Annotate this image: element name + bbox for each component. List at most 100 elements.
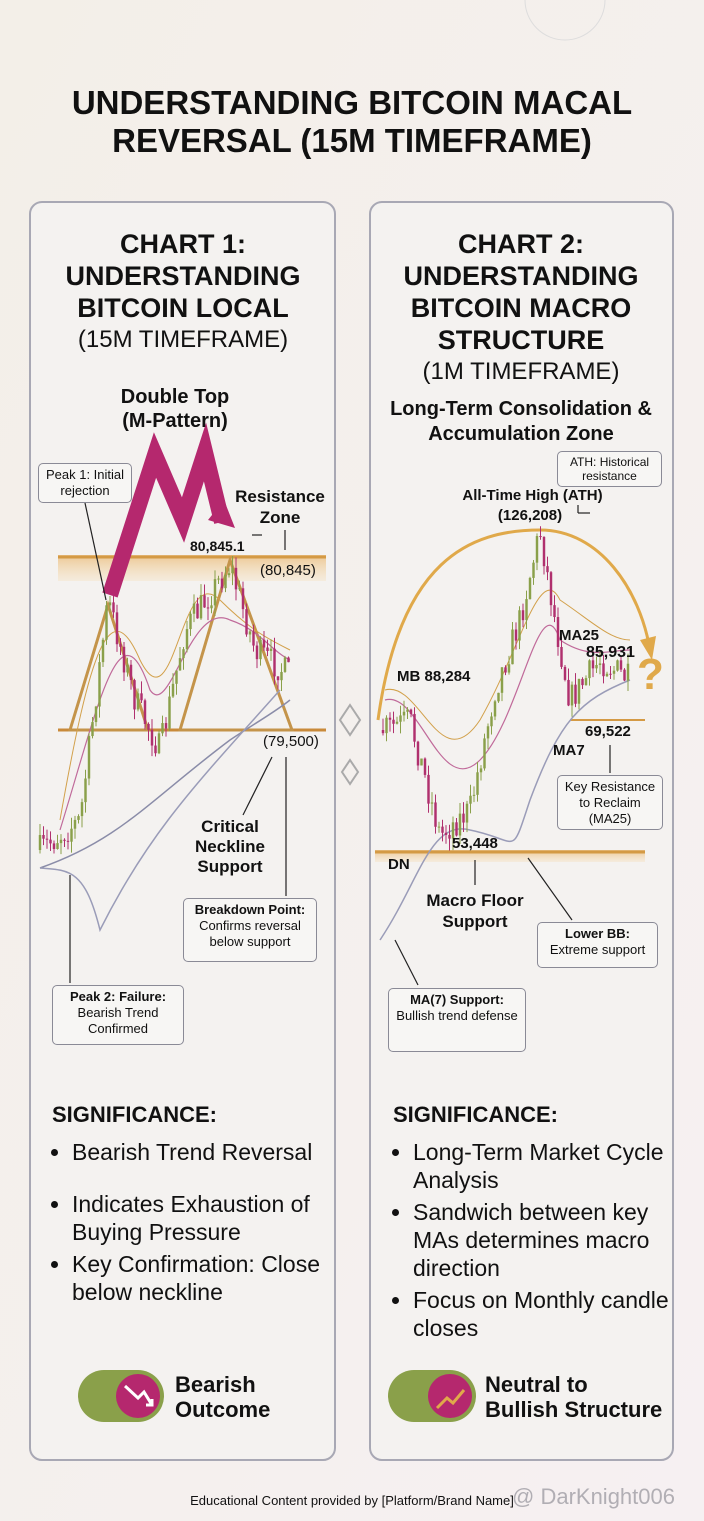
candle [112,602,115,613]
annotation: Macro Floor Support [426,891,524,931]
candle [567,679,570,706]
candle [619,660,623,670]
box-text: Bullish trend defense [396,1008,518,1023]
value-label: 85,931 [586,644,635,661]
candle [406,709,409,712]
candle [189,613,192,630]
badge-arrow [435,1389,466,1410]
candle [486,726,490,739]
candle [252,631,255,646]
candle [185,629,189,650]
candle [395,721,399,724]
watermark: @ DarKnight006 [512,1484,675,1509]
candle [199,595,203,619]
candle [91,722,94,737]
candle [535,536,539,563]
candle [392,719,395,724]
candle [168,696,171,729]
candle [416,741,420,766]
candle [147,723,150,730]
candle [206,607,210,609]
timeframe: (1M TIMEFRAME) [422,358,620,385]
candle [49,839,52,844]
candle [143,700,147,724]
candle [455,822,458,836]
candle [259,639,262,660]
candle [273,648,276,677]
candle [570,684,574,706]
candle [546,566,549,573]
chart-heading: CHART 2: UNDERSTANDING BITCOIN MACRO STR… [403,229,639,355]
candle [98,662,101,707]
annotation: All-Time High (ATH) [462,487,603,504]
candle [248,631,252,635]
candle [542,536,546,567]
candle [119,644,122,647]
ma-line [384,589,631,740]
annotation: Peak 2: Failure: Bearish Trend Confirmed [52,985,184,1045]
panel-right [369,201,674,1461]
candle [553,605,556,618]
bullet: Key Confirmation: Close below neckline [72,1250,337,1306]
candle [472,794,476,796]
candle [269,648,273,651]
candle [66,840,70,842]
candles [381,526,630,851]
candle [504,667,507,673]
candle [262,639,266,648]
candle [45,838,49,840]
value-label: 69,522 [585,723,631,740]
footer: Educational Content provided by [Platfor… [190,1493,514,1508]
candle [136,693,140,710]
value-label: (80,845) [260,562,316,579]
candle [182,649,185,659]
candle [560,646,563,667]
candle [441,826,444,833]
candle [532,562,535,578]
annotation: Resistance Zone [235,487,325,527]
candle [175,670,178,684]
bullet-list: Bearish Trend Reversal Indicates Exhaust… [52,1138,337,1310]
bullet: Focus on Monthly candle closes [413,1286,681,1342]
candle [521,610,525,621]
annotation: Lower BB: Extreme support [537,922,658,968]
annotation: MA25 [559,627,600,644]
annotation: MA(7) Support: Bullish trend defense [388,988,526,1052]
bullet: Long-Term Market Cycle Analysis [413,1138,681,1194]
candle [556,617,560,647]
candle [476,772,479,795]
candle [577,678,581,704]
outcome: Bearish Outcome [175,1372,271,1422]
candle [462,813,465,823]
candle [42,835,45,839]
candle [500,667,504,693]
timeframe: (15M TIMEFRAME) [77,326,289,353]
bullet-list: Long-Term Market Cycle Analysis Sandwich… [393,1138,681,1346]
zone-label: Long-Term Consolidation & Accumulation Z… [390,398,652,445]
candle [584,678,588,686]
candle [423,758,427,775]
candle [105,605,108,640]
candle [434,802,437,827]
candle [409,709,413,714]
chart-heading: CHART 1: UNDERSTANDING BITCOIN LOCAL [65,229,301,323]
candle [154,745,157,754]
panel-left [29,201,336,1461]
candle [483,738,486,769]
candle [507,664,511,673]
ma-line [59,593,291,821]
candle [210,605,213,609]
candle [203,595,206,608]
box-title: MA(7) Support: [410,992,504,1007]
bullet: Indicates Exhaustion of Buying Pressure [72,1190,337,1246]
candle [266,647,269,651]
candle [465,803,469,823]
candle [605,673,609,677]
candle [381,730,385,734]
candle [539,536,542,538]
candle [101,639,105,663]
annotation: Key Resistance to Reclaim (MA25) [557,775,663,830]
bullet: Sandwich between key MAs determines macr… [413,1198,681,1282]
band-line [39,699,291,869]
